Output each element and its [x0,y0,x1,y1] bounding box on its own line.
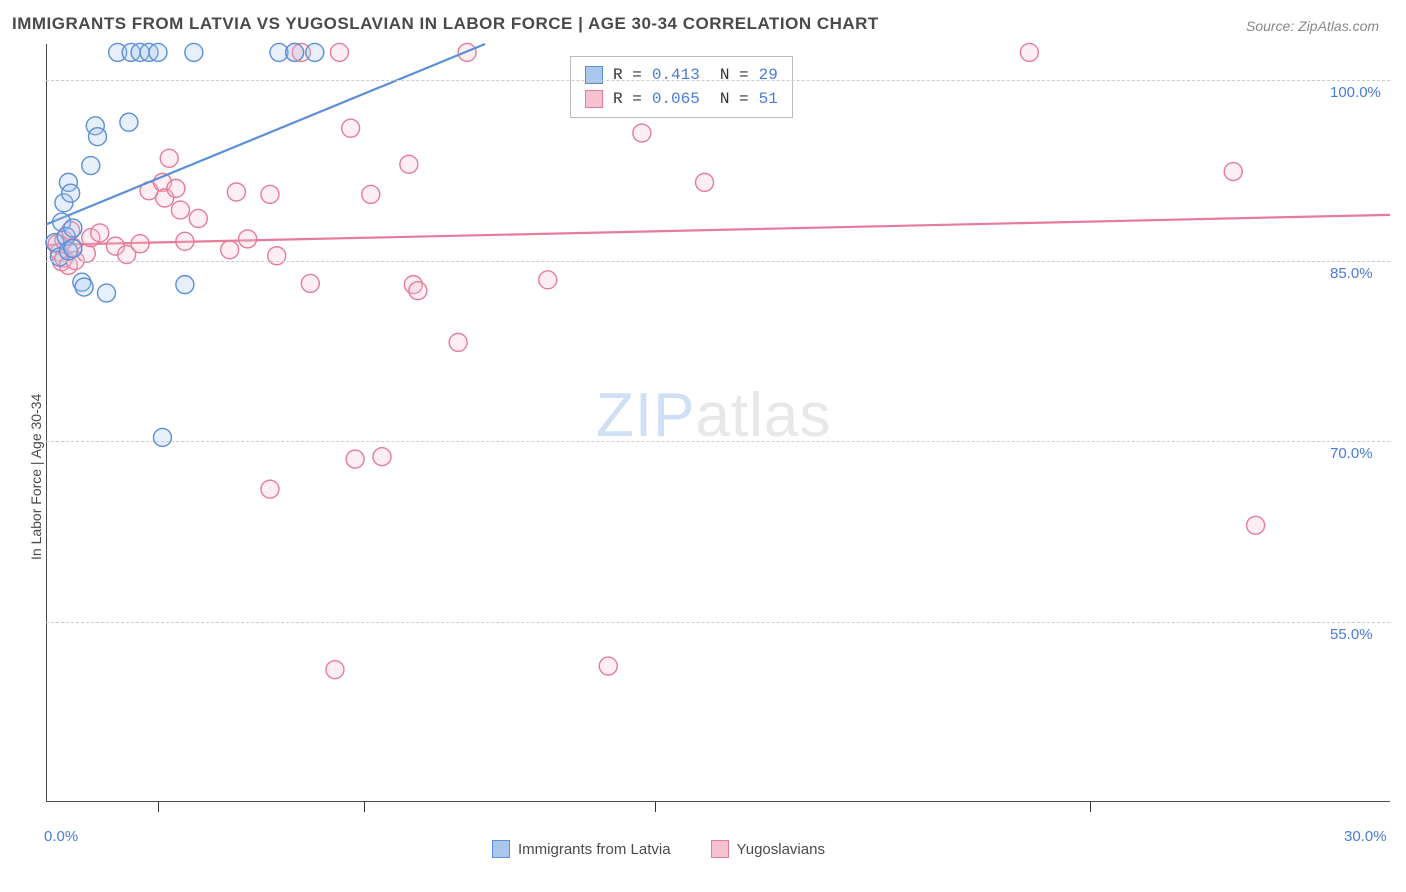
x-tick-label: 30.0% [1344,828,1387,845]
data-point-yugoslavians [326,661,344,679]
x-tick-mark [158,802,159,812]
y-tick-label: 85.0% [1330,265,1373,282]
data-point-yugoslavians [160,149,178,167]
legend-swatch-icon [492,840,510,858]
data-point-yugoslavians [362,185,380,203]
gridline [46,441,1390,442]
corr-R-label: R = [613,63,642,87]
data-point-latvia [176,276,194,294]
data-point-yugoslavians [261,185,279,203]
data-point-latvia [64,240,82,258]
data-point-yugoslavians [449,333,467,351]
data-point-yugoslavians [539,271,557,289]
data-point-yugoslavians [1247,516,1265,534]
x-tick-mark [364,802,365,812]
data-point-yugoslavians [131,235,149,253]
data-point-yugoslavians [409,282,427,300]
legend-swatch-icon [711,840,729,858]
data-point-yugoslavians [373,448,391,466]
gridline [46,80,1390,81]
corr-swatch-icon [585,66,603,84]
corr-swatch-icon [585,90,603,108]
data-point-yugoslavians [346,450,364,468]
corr-N-label: N = [720,87,749,111]
data-point-yugoslavians [400,155,418,173]
data-point-latvia [89,128,107,146]
data-point-yugoslavians [1224,163,1242,181]
chart-svg [0,0,1406,892]
data-point-yugoslavians [221,241,239,259]
corr-row-latvia: R = 0.413 N = 29 [585,63,778,87]
data-point-latvia [306,43,324,61]
x-tick-label: 0.0% [44,828,78,845]
legend-item-yugoslavians: Yugoslavians [711,840,825,858]
data-point-latvia [62,184,80,202]
data-point-latvia [120,113,138,131]
data-point-yugoslavians [342,119,360,137]
legend-bottom: Immigrants from Latvia Yugoslavians [492,840,825,858]
data-point-yugoslavians [599,657,617,675]
data-point-yugoslavians [268,247,286,265]
y-tick-label: 100.0% [1330,84,1381,101]
gridline [46,622,1390,623]
legend-label: Immigrants from Latvia [518,841,671,858]
data-point-latvia [97,284,115,302]
corr-R-value: 0.065 [652,87,700,111]
gridline [46,261,1390,262]
y-tick-label: 70.0% [1330,445,1373,462]
data-point-latvia [286,43,304,61]
data-point-yugoslavians [189,209,207,227]
corr-R-label: R = [613,87,642,111]
corr-N-label: N = [720,63,749,87]
data-point-yugoslavians [176,232,194,250]
data-point-latvia [153,428,171,446]
y-tick-label: 55.0% [1330,626,1373,643]
data-point-yugoslavians [239,230,257,248]
corr-N-value: 29 [759,63,778,87]
data-point-yugoslavians [261,480,279,498]
data-point-latvia [149,43,167,61]
data-point-yugoslavians [227,183,245,201]
data-point-yugoslavians [91,224,109,242]
data-point-yugoslavians [330,43,348,61]
corr-R-value: 0.413 [652,63,700,87]
data-point-latvia [75,278,93,296]
legend-label: Yugoslavians [737,841,825,858]
x-tick-mark [1090,802,1091,812]
corr-row-yugoslavians: R = 0.065 N = 51 [585,87,778,111]
data-point-yugoslavians [696,173,714,191]
data-point-yugoslavians [633,124,651,142]
data-point-yugoslavians [167,179,185,197]
data-point-latvia [82,157,100,175]
x-tick-mark [655,802,656,812]
data-point-latvia [185,43,203,61]
data-point-yugoslavians [171,201,189,219]
corr-N-value: 51 [759,87,778,111]
data-point-yugoslavians [301,274,319,292]
data-point-yugoslavians [1020,43,1038,61]
correlation-box: R = 0.413 N = 29 R = 0.065 N = 51 [570,56,793,118]
data-point-latvia [64,219,82,237]
legend-item-latvia: Immigrants from Latvia [492,840,671,858]
